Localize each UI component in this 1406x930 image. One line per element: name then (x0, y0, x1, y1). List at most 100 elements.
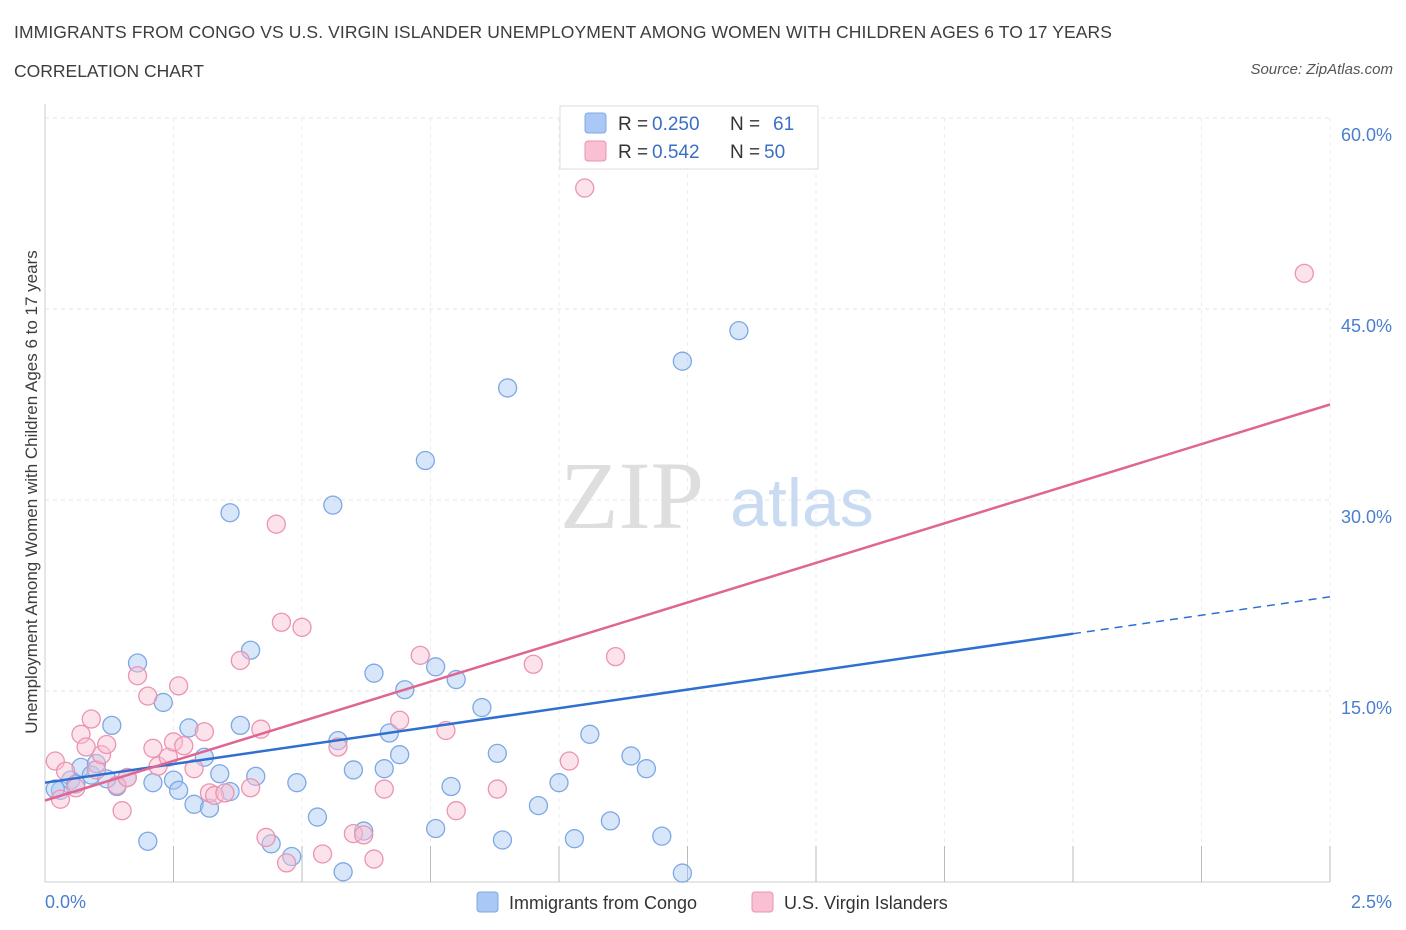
watermark-zip: ZIP (560, 442, 704, 549)
point-series1-3 (71, 724, 91, 744)
point-series0-44 (487, 743, 507, 764)
bottom-legend-congo: Immigrants from Congo (509, 893, 697, 913)
legend-n-label-2: N = (730, 142, 760, 163)
point-series1-26 (240, 778, 261, 798)
point-series0-50 (580, 724, 600, 744)
y-tick-labels: 15.0% 30.0% 45.0% 60.0% (1341, 125, 1392, 718)
point-series1-44 (523, 654, 543, 674)
point-series1-25 (230, 650, 250, 671)
point-series0-5 (102, 715, 122, 736)
trend-line-congo-extension (1072, 596, 1331, 635)
bottom-legend: Immigrants from Congo U.S. Virgin Island… (476, 891, 948, 913)
point-series1-34 (328, 737, 348, 757)
point-series1-19 (174, 736, 194, 756)
source-label: Source: ZipAtlas.com (1250, 61, 1393, 78)
chart-subtitle: CORRELATION CHART (14, 61, 204, 81)
point-series0-41 (441, 776, 461, 797)
point-series1-30 (271, 612, 292, 632)
bottom-legend-swatch-congo (476, 891, 499, 913)
y-tick-label-2: 45.0% (1341, 316, 1392, 336)
point-series0-20 (220, 503, 240, 523)
point-series1-17 (163, 732, 184, 752)
point-series1-13 (138, 686, 158, 706)
point-series0-26 (287, 773, 307, 793)
point-series1-28 (256, 827, 276, 848)
point-series0-31 (343, 760, 364, 780)
point-series1-21 (194, 722, 214, 742)
point-series1-8 (97, 734, 117, 755)
legend-n-label-1: N = (730, 114, 760, 135)
point-series0-33 (364, 663, 384, 683)
legend-r-label-2: R = (618, 142, 648, 163)
point-series1-47 (605, 646, 626, 667)
point-series0-56 (672, 863, 693, 883)
point-series0-55 (672, 351, 693, 371)
point-series1-12 (127, 666, 148, 686)
point-series0-48 (549, 773, 569, 793)
y-tick-label-3: 60.0% (1341, 125, 1392, 145)
point-series0-9 (138, 831, 158, 851)
point-series0-34 (374, 759, 394, 779)
point-series0-27 (307, 807, 328, 827)
point-series1-38 (374, 779, 394, 799)
point-series1-36 (354, 825, 374, 845)
trend-line-congo (44, 632, 1074, 784)
point-series1-32 (292, 617, 312, 637)
point-series0-23 (246, 766, 266, 786)
watermark-atlas: atlas (730, 465, 874, 541)
point-series1-22 (199, 783, 220, 803)
point-series0-14 (179, 718, 199, 738)
point-series0-30 (333, 862, 353, 882)
axes (44, 104, 1331, 883)
point-series0-49 (564, 829, 585, 849)
point-series1-10 (112, 801, 132, 821)
point-series0-15 (184, 794, 204, 814)
point-series1-7 (91, 745, 112, 765)
point-series0-4 (86, 753, 107, 774)
point-series0-47 (528, 795, 549, 816)
trend-line-virgin (44, 403, 1331, 802)
point-series0-51 (600, 811, 621, 831)
point-series0-38 (415, 450, 436, 471)
point-series0-24 (261, 834, 281, 854)
point-series0-54 (652, 826, 672, 846)
point-series1-29 (266, 514, 286, 534)
point-series1-42 (446, 801, 466, 821)
x-tick-labels: 0.0% 2.5% (45, 892, 1392, 912)
point-series0-53 (636, 759, 657, 779)
legend-n-value-1: 61 (773, 114, 794, 135)
point-series0-25 (282, 846, 302, 867)
point-series0-39 (425, 818, 446, 839)
y-tick-label-1: 30.0% (1341, 507, 1392, 527)
point-series1-33 (312, 844, 333, 864)
trend-lines (44, 403, 1331, 802)
point-series1-5 (81, 709, 101, 729)
point-series1-31 (276, 853, 297, 873)
point-series0-45 (492, 830, 513, 850)
point-series0-17 (199, 798, 220, 818)
point-series1-24 (215, 783, 235, 803)
point-series1-18 (168, 676, 189, 696)
legend-n-value-2: 50 (764, 142, 785, 163)
point-series1-35 (343, 823, 364, 844)
legend-r-value-1: 0.250 (652, 114, 700, 135)
point-series0-36 (390, 745, 410, 765)
point-series0-12 (163, 770, 184, 790)
chart-title: IMMIGRANTS FROM CONGO VS U.S. VIRGIN ISL… (14, 22, 1113, 42)
bottom-legend-swatch-virgin (751, 891, 774, 913)
data-points (45, 178, 1314, 883)
point-series1-45 (559, 751, 579, 771)
point-series0-22 (240, 640, 261, 660)
watermark: ZIP atlas (560, 442, 874, 549)
point-series1-4 (76, 737, 96, 757)
point-series1-20 (184, 759, 204, 779)
legend-swatch-congo (584, 112, 607, 134)
point-series0-43 (472, 697, 492, 718)
bottom-legend-virgin: U.S. Virgin Islanders (784, 893, 948, 913)
point-series1-14 (143, 738, 163, 758)
legend-r-label-1: R = (618, 114, 648, 135)
point-series1-37 (364, 849, 384, 869)
y-tick-label-0: 15.0% (1341, 698, 1392, 718)
point-series0-40 (425, 657, 446, 677)
